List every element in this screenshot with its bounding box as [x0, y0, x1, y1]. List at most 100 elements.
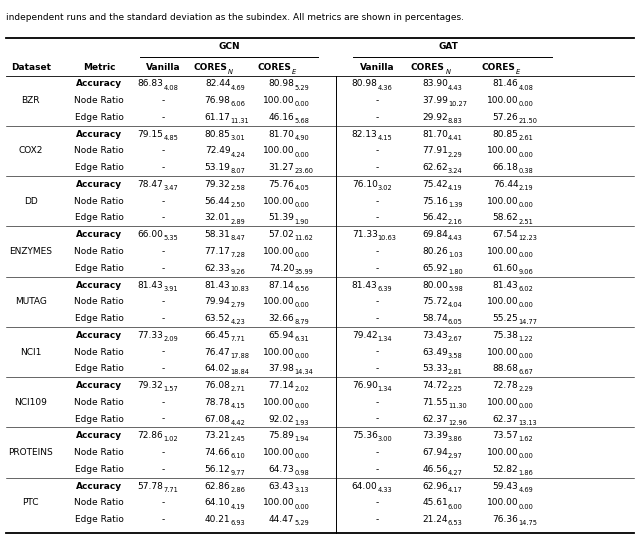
- Text: 64.00: 64.00: [352, 481, 378, 490]
- Text: 10.27: 10.27: [448, 101, 467, 107]
- Text: 37.98: 37.98: [269, 364, 294, 373]
- Text: 77.14: 77.14: [269, 381, 294, 390]
- Text: Edge Ratio: Edge Ratio: [75, 213, 124, 222]
- Text: -: -: [376, 465, 380, 474]
- Text: 4.85: 4.85: [163, 135, 178, 141]
- Text: 72.86: 72.86: [138, 431, 163, 440]
- Text: 1.22: 1.22: [518, 336, 533, 342]
- Text: 8.47: 8.47: [230, 235, 245, 241]
- Text: 8.07: 8.07: [230, 168, 245, 174]
- Text: 81.43: 81.43: [352, 280, 378, 289]
- Text: Accuracy: Accuracy: [76, 331, 122, 340]
- Text: Accuracy: Accuracy: [76, 130, 122, 139]
- Text: -: -: [161, 197, 165, 206]
- Text: Edge Ratio: Edge Ratio: [75, 414, 124, 423]
- Text: -: -: [161, 515, 165, 524]
- Text: Edge Ratio: Edge Ratio: [75, 515, 124, 524]
- Text: 62.37: 62.37: [493, 414, 518, 423]
- Text: 53.33: 53.33: [422, 364, 448, 373]
- Text: 12.23: 12.23: [518, 235, 537, 241]
- Text: 73.39: 73.39: [422, 431, 448, 440]
- Text: 63.43: 63.43: [269, 481, 294, 490]
- Text: N: N: [445, 69, 451, 75]
- Text: 81.46: 81.46: [493, 79, 518, 88]
- Text: 4.42: 4.42: [230, 420, 245, 426]
- Text: 76.36: 76.36: [493, 515, 518, 524]
- Text: 5.68: 5.68: [294, 118, 309, 124]
- Text: 6.56: 6.56: [294, 286, 309, 292]
- Text: 75.38: 75.38: [493, 331, 518, 340]
- Text: 76.98: 76.98: [205, 96, 230, 105]
- Text: -: -: [376, 314, 380, 323]
- Text: 1.03: 1.03: [448, 252, 463, 258]
- Text: 0.00: 0.00: [518, 403, 533, 409]
- Text: -: -: [161, 247, 165, 256]
- Text: 0.00: 0.00: [294, 302, 309, 308]
- Text: 2.71: 2.71: [230, 386, 245, 392]
- Text: 76.90: 76.90: [352, 381, 378, 390]
- Text: Accuracy: Accuracy: [76, 431, 122, 440]
- Text: 1.39: 1.39: [448, 202, 463, 208]
- Text: 100.00: 100.00: [487, 197, 518, 206]
- Text: 46.16: 46.16: [269, 113, 294, 122]
- Text: 6.53: 6.53: [448, 520, 463, 526]
- Text: 77.17: 77.17: [205, 247, 230, 256]
- Text: 64.73: 64.73: [269, 465, 294, 474]
- Text: 0.00: 0.00: [294, 503, 309, 510]
- Text: 13.13: 13.13: [518, 420, 537, 426]
- Text: 77.33: 77.33: [138, 331, 163, 340]
- Text: 56.42: 56.42: [422, 213, 448, 222]
- Text: Edge Ratio: Edge Ratio: [75, 465, 124, 474]
- Text: 67.94: 67.94: [422, 448, 448, 457]
- Text: 100.00: 100.00: [487, 247, 518, 256]
- Text: 76.44: 76.44: [493, 180, 518, 189]
- Text: 78.47: 78.47: [138, 180, 163, 189]
- Text: 0.38: 0.38: [518, 168, 533, 174]
- Text: 11.30: 11.30: [448, 403, 467, 409]
- Text: 82.44: 82.44: [205, 79, 230, 88]
- Text: NCI109: NCI109: [14, 398, 47, 407]
- Text: 6.39: 6.39: [378, 286, 392, 292]
- Text: 61.17: 61.17: [205, 113, 230, 122]
- Text: 4.69: 4.69: [230, 85, 245, 91]
- Text: 100.00: 100.00: [263, 247, 294, 256]
- Text: 100.00: 100.00: [487, 297, 518, 306]
- Text: 75.72: 75.72: [422, 297, 448, 306]
- Text: 67.54: 67.54: [493, 230, 518, 239]
- Text: 4.23: 4.23: [230, 319, 245, 325]
- Text: 4.08: 4.08: [518, 85, 533, 91]
- Text: 6.67: 6.67: [518, 369, 533, 376]
- Text: 2.67: 2.67: [448, 336, 463, 342]
- Text: CORES: CORES: [257, 63, 291, 71]
- Text: 3.58: 3.58: [448, 353, 463, 359]
- Text: GAT: GAT: [438, 42, 458, 51]
- Text: CORES: CORES: [481, 63, 515, 71]
- Text: 100.00: 100.00: [487, 398, 518, 407]
- Text: 56.12: 56.12: [205, 465, 230, 474]
- Text: 1.90: 1.90: [294, 219, 309, 225]
- Text: -: -: [161, 398, 165, 407]
- Text: 0.00: 0.00: [518, 503, 533, 510]
- Text: 72.78: 72.78: [493, 381, 518, 390]
- Text: 78.78: 78.78: [205, 398, 230, 407]
- Text: 2.45: 2.45: [230, 436, 245, 443]
- Text: 0.00: 0.00: [518, 453, 533, 459]
- Text: 2.29: 2.29: [518, 386, 533, 392]
- Text: 74.20: 74.20: [269, 264, 294, 273]
- Text: E: E: [516, 69, 520, 75]
- Text: -: -: [161, 364, 165, 373]
- Text: PTC: PTC: [22, 498, 39, 508]
- Text: 71.33: 71.33: [352, 230, 378, 239]
- Text: 80.98: 80.98: [352, 79, 378, 88]
- Text: 100.00: 100.00: [487, 498, 518, 508]
- Text: -: -: [376, 96, 380, 105]
- Text: -: -: [376, 297, 380, 306]
- Text: 2.09: 2.09: [163, 336, 178, 342]
- Text: N: N: [228, 69, 233, 75]
- Text: 100.00: 100.00: [263, 197, 294, 206]
- Text: 61.60: 61.60: [493, 264, 518, 273]
- Text: 5.29: 5.29: [294, 85, 309, 91]
- Text: 6.31: 6.31: [294, 336, 309, 342]
- Text: 1.80: 1.80: [448, 269, 463, 275]
- Text: 14.34: 14.34: [294, 369, 313, 376]
